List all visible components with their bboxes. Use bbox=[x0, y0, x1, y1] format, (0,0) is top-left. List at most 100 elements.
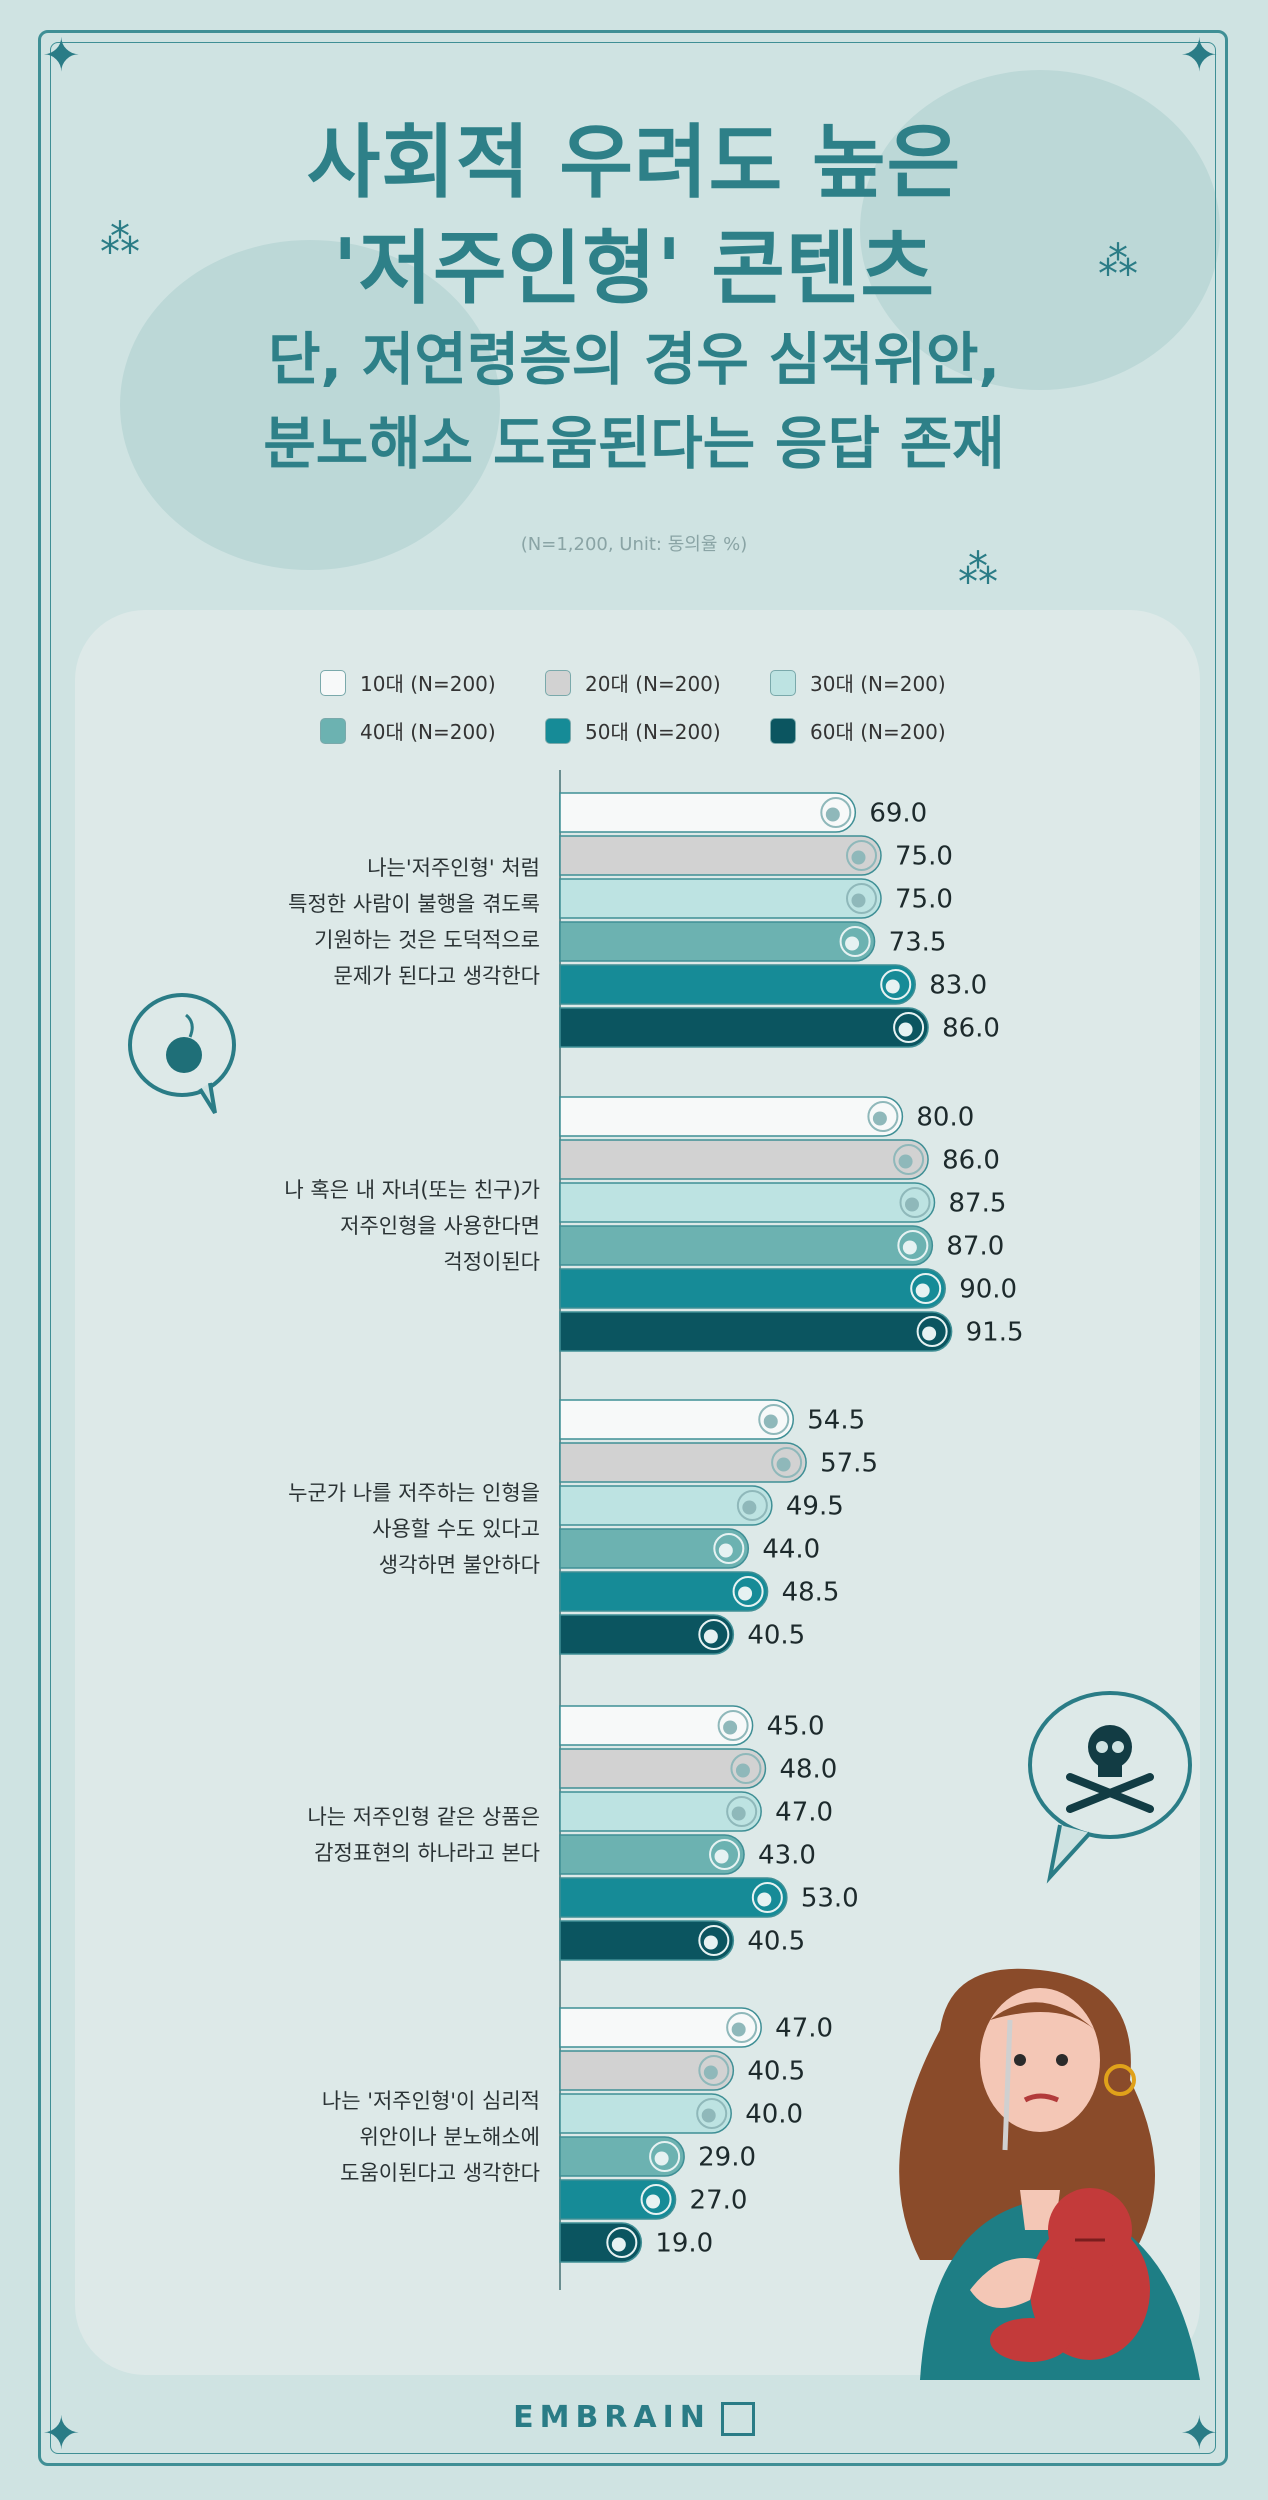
bar-end-moon bbox=[731, 1806, 746, 1821]
data-label: 47.0 bbox=[775, 2014, 833, 2044]
bar bbox=[559, 1311, 953, 1352]
data-label: 27.0 bbox=[690, 2186, 748, 2216]
data-label: 69.0 bbox=[869, 799, 927, 829]
title-line: 사회적 우려도 높은 bbox=[306, 116, 962, 209]
bar bbox=[559, 1225, 934, 1266]
bar-end-moon bbox=[905, 1197, 919, 1212]
background-blob bbox=[860, 70, 1220, 390]
bar bbox=[559, 1791, 762, 1832]
category-label-line: 위안이나 분노해소에 bbox=[359, 2125, 540, 2149]
legend-swatch bbox=[770, 717, 796, 744]
data-label: 75.0 bbox=[895, 842, 953, 872]
brand-logo: EMBRAIN bbox=[0, 2400, 1268, 2436]
data-label: 75.0 bbox=[895, 885, 953, 915]
category-label-line: 걱정이된다 bbox=[443, 1250, 540, 1274]
category-label-line: 기원하는 것은 도덕적으로 bbox=[314, 928, 540, 952]
bar bbox=[559, 1485, 773, 1526]
bar-end-moon bbox=[845, 936, 860, 951]
bar-end-moon bbox=[703, 1935, 718, 1950]
legend-item: 20대 (N=200) bbox=[545, 668, 721, 697]
bar-end-moon bbox=[735, 1763, 750, 1778]
sample-note: (N=1,200, Unit: 동의율 %) bbox=[520, 534, 748, 555]
outer-frame bbox=[38, 30, 1228, 2466]
bar bbox=[559, 1442, 807, 1483]
legend-label: 40대 (N=200) bbox=[360, 720, 496, 744]
legend-item: 40대 (N=200) bbox=[320, 716, 496, 745]
data-label: 44.0 bbox=[762, 1535, 820, 1565]
category-label: 나는 저주인형 같은 상품은 감정표현의 하나라고 본다 bbox=[160, 1799, 540, 1871]
sparkle-icon: ⁂ bbox=[100, 217, 140, 263]
data-label: 40.5 bbox=[747, 2057, 805, 2087]
category-label: 나는 '저주인형'이 심리적 위안이나 분노해소에 도움이된다고 생각한다 bbox=[160, 2083, 540, 2191]
bar bbox=[559, 1920, 735, 1961]
category-label-line: 나는 '저주인형'이 심리적 bbox=[321, 2089, 540, 2113]
bar-end-cap bbox=[910, 1273, 942, 1304]
bar bbox=[559, 2222, 642, 2263]
star-icon: ✦ bbox=[1180, 28, 1219, 82]
bar-end-moon bbox=[723, 1720, 738, 1735]
category-label-line: 저주인형을 사용한다면 bbox=[340, 1214, 540, 1238]
page-title: 사회적 우려도 높은 '저주인형' 콘텐츠 bbox=[0, 110, 1268, 322]
bar-end-cap bbox=[897, 1230, 929, 1261]
bar-end-cap bbox=[698, 2055, 730, 2086]
brand-name: EMBRAIN bbox=[513, 2400, 711, 2435]
chart-legend: 10대 (N=200) 20대 (N=200) 30대 (N=200) 40대 … bbox=[320, 668, 1020, 748]
bar-end-moon bbox=[898, 1022, 913, 1037]
data-label: 54.5 bbox=[807, 1406, 865, 1436]
bar bbox=[559, 1399, 794, 1440]
data-label: 83.0 bbox=[929, 971, 987, 1001]
subtitle-line: 분노해소 도움된다는 응답 존재 bbox=[263, 411, 1005, 477]
star-icon: ✦ bbox=[42, 28, 81, 82]
skull-crossbones-speech-bubble-icon bbox=[1028, 1691, 1192, 1884]
data-label: 86.0 bbox=[942, 1014, 1000, 1044]
bar-end-cap bbox=[846, 883, 877, 914]
bar-end-cap bbox=[893, 1012, 925, 1043]
bar-end-moon bbox=[738, 1586, 753, 1601]
bar-end-cap bbox=[717, 1710, 749, 1741]
data-label: 86.0 bbox=[942, 1146, 1000, 1176]
legend-swatch bbox=[545, 717, 571, 744]
bar-end-cap bbox=[880, 969, 912, 1000]
bar-end-moon bbox=[646, 2194, 661, 2209]
bar-end-moon bbox=[872, 1111, 887, 1126]
bar-end-cap bbox=[771, 1447, 803, 1478]
category-label-line: 감정표현의 하나라고 본다 bbox=[314, 1841, 540, 1865]
bar bbox=[559, 1748, 767, 1789]
category-label-line: 나 혹은 내 자녀(또는 친구)가 bbox=[284, 1178, 540, 1202]
bar-end-moon bbox=[763, 1414, 778, 1429]
data-label: 91.5 bbox=[966, 1318, 1024, 1348]
inner-frame bbox=[50, 42, 1216, 2454]
category-label-line: 나는'저주인형' 처럼 bbox=[367, 856, 540, 880]
data-label: 47.0 bbox=[775, 1798, 833, 1828]
data-label: 80.0 bbox=[916, 1103, 974, 1133]
bar-end-moon bbox=[757, 1892, 772, 1907]
bar-end-cap bbox=[698, 1925, 730, 1956]
legend-label: 20대 (N=200) bbox=[585, 672, 721, 696]
bar-end-cap bbox=[751, 1882, 783, 1913]
bar-end-cap bbox=[758, 1404, 790, 1435]
legend-item: 10대 (N=200) bbox=[320, 668, 496, 697]
brand-mark-icon bbox=[720, 2401, 755, 2436]
bar-end-cap bbox=[893, 1144, 925, 1175]
sparkle-icon: ⁂ bbox=[958, 547, 998, 593]
woman-with-voodoo-doll-illustration bbox=[899, 1968, 1200, 2380]
bar bbox=[559, 1571, 769, 1612]
bar-end-moon bbox=[611, 2237, 626, 2252]
bar-end-cap bbox=[736, 1490, 768, 1521]
background-blob bbox=[120, 240, 500, 570]
bar-end-cap bbox=[867, 1101, 899, 1132]
bar-end-moon bbox=[851, 893, 866, 908]
bar-end-cap bbox=[899, 1187, 931, 1218]
bar-end-cap bbox=[726, 2012, 758, 2043]
bar bbox=[559, 1614, 735, 1655]
data-label: 45.0 bbox=[767, 1712, 825, 1742]
category-label-line: 특정한 사람이 불행을 겪도록 bbox=[288, 892, 540, 916]
bar bbox=[559, 964, 916, 1005]
page-subtitle: 단, 저연령층의 경우 심적위안, 분노해소 도움된다는 응답 존재 bbox=[0, 318, 1268, 486]
legend-label: 30대 (N=200) bbox=[810, 672, 946, 696]
bar-end-cap bbox=[839, 926, 871, 957]
data-label: 57.5 bbox=[820, 1449, 878, 1479]
sparkle-icon: ⁂ bbox=[1098, 239, 1138, 285]
bar-end-moon bbox=[703, 2065, 718, 2080]
bar bbox=[559, 1705, 754, 1746]
